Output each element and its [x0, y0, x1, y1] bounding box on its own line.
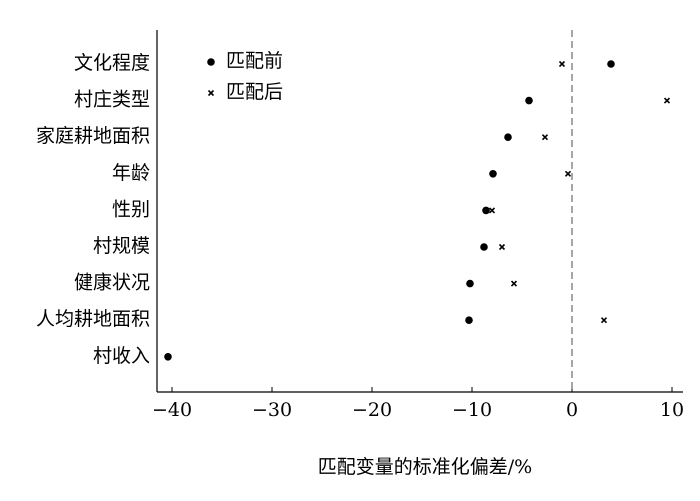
y-tick-label: 健康状况: [74, 272, 150, 294]
legend-label: 匹配前: [226, 50, 283, 72]
legend-marker: [207, 58, 215, 66]
y-tick-label: 年龄: [112, 162, 150, 184]
x-tick-label: −10: [452, 399, 492, 421]
point: [564, 170, 572, 177]
point: [466, 279, 474, 288]
x-tick-label: −40: [152, 399, 192, 421]
point: [525, 96, 533, 105]
point: [465, 316, 473, 325]
legend-label: 匹配后: [226, 81, 283, 103]
y-tick-label: 人均耕地面积: [36, 308, 150, 330]
point: [480, 243, 488, 251]
x-tick-label: 10: [660, 399, 684, 421]
point: [541, 134, 549, 141]
point: [607, 60, 615, 68]
legend-marker: [207, 89, 215, 97]
y-tick-label: 村收入: [93, 345, 150, 367]
y-tick-label: 性别: [112, 198, 150, 220]
point: [164, 353, 172, 361]
y-tick-label: 文化程度: [74, 52, 150, 74]
point: [663, 97, 671, 104]
y-tick-label: 村庄类型: [74, 89, 150, 111]
point: [504, 133, 512, 141]
point: [489, 170, 497, 178]
x-tick-label: −30: [252, 399, 292, 421]
x-tick-label: −20: [352, 399, 392, 421]
x-axis-label: 匹配变量的标准化偏差/%: [318, 456, 532, 478]
point: [482, 206, 490, 215]
y-tick-label: 家庭耕地面积: [36, 125, 150, 147]
point: [510, 280, 518, 287]
point: [558, 60, 566, 68]
point: [600, 317, 608, 324]
point: [498, 243, 506, 251]
x-tick-label: 0: [566, 399, 578, 421]
y-tick-label: 村规模: [93, 235, 150, 257]
point: [488, 207, 496, 214]
